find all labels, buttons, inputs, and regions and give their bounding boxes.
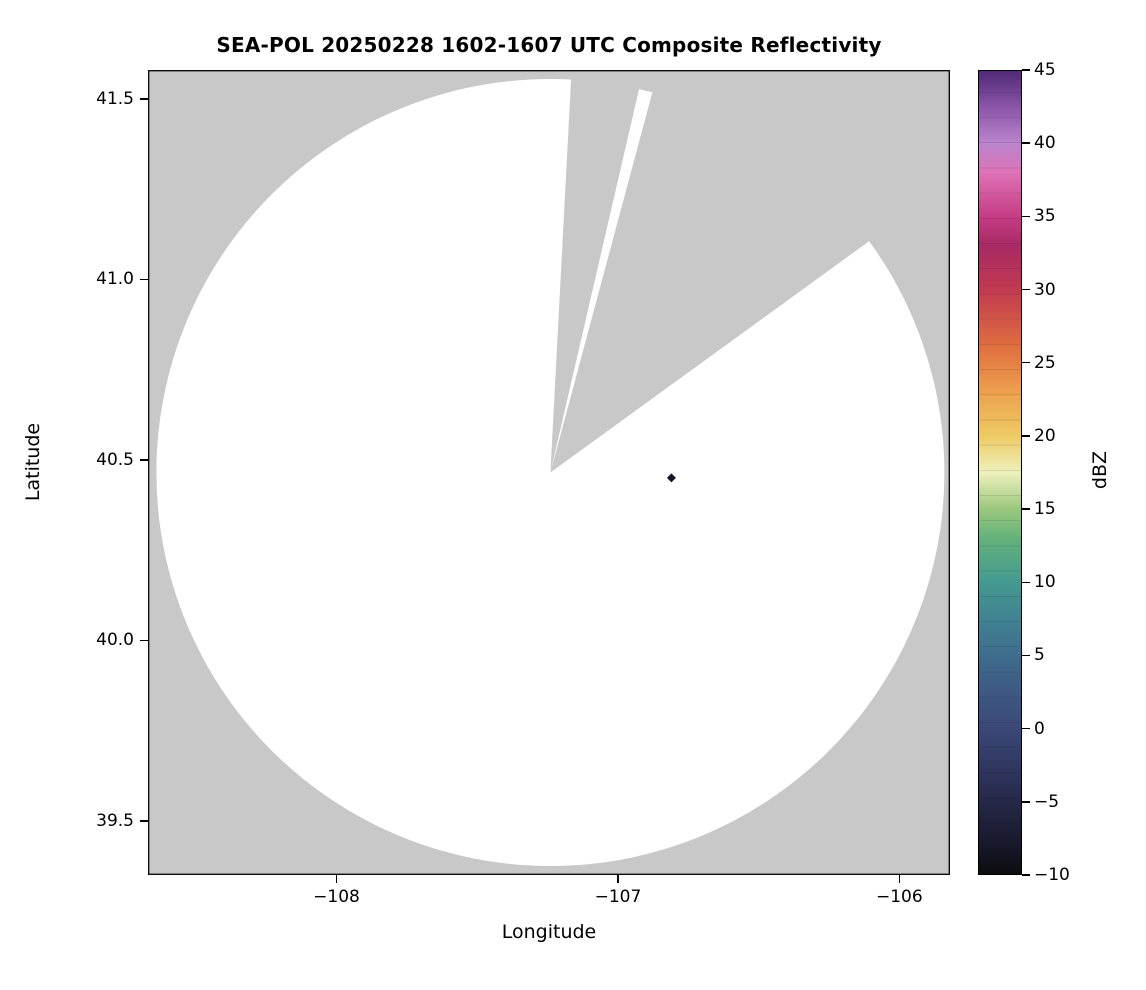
colorbar-tick-label: 40 xyxy=(1034,133,1056,154)
colorbar-tick-mark xyxy=(1022,215,1030,218)
colorbar-tick-label: 0 xyxy=(1034,718,1045,739)
y-tick-label: 40.5 xyxy=(96,449,134,470)
colorbar-tick-mark xyxy=(1022,654,1030,657)
x-tick-label: −108 xyxy=(313,887,360,907)
y-axis-label: Latitude xyxy=(22,422,44,502)
colorbar-tick-label: 30 xyxy=(1034,279,1056,300)
blocked-sector-wedge xyxy=(550,70,643,473)
radar-echo xyxy=(666,473,676,483)
colorbar-tick-mark xyxy=(1022,69,1030,71)
colorbar-tick-label: 35 xyxy=(1034,206,1056,227)
colorbar-tick-label: 15 xyxy=(1034,499,1056,520)
y-tick-mark xyxy=(140,820,148,822)
colorbar-tick-label: 10 xyxy=(1034,572,1056,593)
x-axis-label: Longitude xyxy=(501,921,597,943)
y-tick-label: 40.0 xyxy=(96,630,134,651)
x-tick-mark xyxy=(335,875,338,883)
colorbar-tick-mark xyxy=(1022,874,1030,876)
colorbar-tick-label: −5 xyxy=(1034,791,1060,812)
chart-title: SEA-POL 20250228 1602-1607 UTC Composite… xyxy=(216,33,882,57)
y-tick-label: 39.5 xyxy=(96,810,134,831)
y-tick-mark xyxy=(140,459,148,461)
x-tick-label: −107 xyxy=(594,887,642,907)
x-tick-mark xyxy=(617,875,619,883)
colorbar-tick-mark xyxy=(1022,362,1030,364)
colorbar-tick-label: 5 xyxy=(1034,645,1045,666)
colorbar-tick-label: 25 xyxy=(1034,352,1056,373)
colorbar-tick-mark xyxy=(1022,801,1030,803)
colorbar-tick-mark xyxy=(1022,508,1030,510)
y-tick-label: 41.0 xyxy=(96,269,134,290)
x-tick-label: −106 xyxy=(875,887,923,907)
colorbar-tick-mark xyxy=(1022,581,1030,583)
y-tick-mark xyxy=(140,639,148,642)
colorbar-tick-label: 20 xyxy=(1034,425,1056,446)
colorbar-tick-label: 45 xyxy=(1034,60,1056,80)
colorbar-tick-mark xyxy=(1022,142,1030,144)
colorbar-tick-mark xyxy=(1022,435,1030,437)
colorbar xyxy=(978,70,1022,875)
blocked-sector-wedge xyxy=(550,70,950,473)
plot-border xyxy=(148,70,950,875)
x-tick-mark xyxy=(898,875,901,883)
y-tick-mark xyxy=(140,278,148,281)
colorbar-tick-mark xyxy=(1022,288,1030,291)
y-tick-label: 41.5 xyxy=(96,88,134,109)
colorbar-tick-label: −10 xyxy=(1034,865,1070,885)
colorbar-tick-mark xyxy=(1022,727,1030,730)
colorbar-label: dBZ xyxy=(1089,450,1111,490)
y-tick-mark xyxy=(140,98,148,100)
radar-plot-area xyxy=(148,70,950,875)
